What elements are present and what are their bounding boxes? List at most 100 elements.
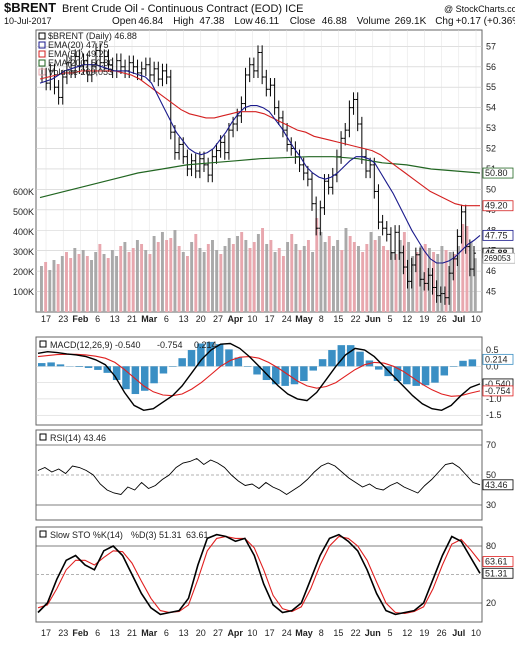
- macd-histogram-bar: [319, 359, 326, 366]
- price-tick-12: 57: [486, 41, 496, 51]
- x-tick-label-1-18: 22: [351, 628, 361, 638]
- price-tick-10: 55: [486, 82, 496, 92]
- volume-bar: [269, 240, 272, 312]
- sto-value-label-0: 63.61: [485, 557, 508, 567]
- volume-bar: [336, 240, 339, 312]
- macd-histogram-bar: [57, 364, 64, 366]
- price-panel: 45464748495051525354555657100K200K300K40…: [13, 30, 515, 312]
- x-tick-label-0-19: Jun: [365, 314, 381, 324]
- macd-histogram-bar: [441, 366, 448, 375]
- macd-histogram-bar: [94, 366, 101, 370]
- macd-legend-0: MACD(12,26,9) -0.540: [50, 340, 141, 350]
- volume-bar: [253, 242, 256, 312]
- volume-bar: [244, 240, 247, 312]
- volume-bar: [107, 258, 110, 312]
- x-tick-label-1-15: May: [295, 628, 313, 638]
- x-tick-label-0-7: 6: [164, 314, 169, 324]
- price-tick-7: 52: [486, 144, 496, 154]
- volume-bar: [211, 240, 214, 312]
- x-tick-label-0-4: 13: [110, 314, 120, 324]
- price-value-label-2: 47.75: [485, 230, 508, 240]
- macd-histogram-bar: [422, 366, 429, 385]
- sto-value-label-1: 51.31: [485, 568, 508, 578]
- ohlc-label-1: High: [173, 16, 194, 27]
- volume-bar: [395, 254, 398, 312]
- x-tick-label-1-25: 10: [471, 628, 481, 638]
- volume-tick-4: 500K: [13, 207, 34, 217]
- x-tick-label-1-23: 26: [437, 628, 447, 638]
- macd-histogram-bar: [309, 366, 316, 370]
- x-tick-label-1-13: 17: [265, 628, 275, 638]
- macd-histogram-bar: [75, 366, 82, 367]
- x-tick-label-0-25: 10: [471, 314, 481, 324]
- volume-bar: [361, 252, 364, 312]
- macd-histogram-bar: [85, 366, 92, 368]
- macd-histogram-bar: [450, 366, 457, 367]
- macd-histogram-bar: [431, 366, 438, 382]
- x-tick-label-1-7: 6: [164, 628, 169, 638]
- volume-bar: [115, 256, 118, 312]
- volume-bar: [57, 264, 60, 312]
- volume-bar: [103, 254, 106, 312]
- x-tick-label-0-5: 21: [127, 314, 137, 324]
- x-tick-label-0-10: 27: [213, 314, 223, 324]
- volume-bar: [340, 250, 343, 312]
- volume-bar: [86, 256, 89, 312]
- ohlc-label-5: Chg: [435, 16, 453, 27]
- macd-histogram-bar: [38, 363, 45, 366]
- ohlc-value-1: 47.38: [199, 16, 224, 27]
- volume-bar: [82, 250, 85, 312]
- macd-value-label-0: 0.214: [485, 354, 508, 364]
- price-tick-0: 45: [486, 287, 496, 297]
- macd-histogram-bar: [47, 362, 54, 366]
- macd-histogram-bar: [216, 344, 223, 366]
- volume-bar: [182, 252, 185, 312]
- volume-bar: [386, 250, 389, 312]
- volume-bar: [378, 236, 381, 312]
- price-value-label-1: 49.20: [485, 201, 508, 211]
- ohlc-value-3: 46.88: [322, 16, 347, 27]
- volume-bar: [111, 250, 114, 312]
- price-value-label-0: 50.80: [485, 168, 508, 178]
- x-tick-label-0-22: 19: [419, 314, 429, 324]
- x-tick-label-0-16: 8: [319, 314, 324, 324]
- volume-bar: [148, 254, 151, 312]
- x-tick-label-1-3: 6: [95, 628, 100, 638]
- volume-bar: [382, 246, 385, 312]
- ohlc-value-4: 269.1K: [395, 16, 427, 27]
- volume-bar: [240, 232, 243, 312]
- price-tick-9: 54: [486, 103, 496, 113]
- x-tick-label-0-20: 5: [387, 314, 392, 324]
- description: Brent Crude Oil - Continuous Contract (E…: [62, 3, 303, 15]
- macd-legend-2: 0.214: [194, 340, 217, 350]
- volume-bar: [123, 242, 126, 312]
- x-tick-label-1-16: 8: [319, 628, 324, 638]
- ohlc-value-2: 46.11: [255, 16, 280, 27]
- volume-bar: [332, 246, 335, 312]
- stochastic-panel: 805020Slow STO %K(14)%D(3) 51.3163.6163.…: [36, 527, 513, 622]
- volume-bar: [236, 236, 239, 312]
- x-tick-label-0-3: 6: [95, 314, 100, 324]
- macd-histogram-bar: [375, 366, 382, 369]
- x-tick-label-1-8: 13: [179, 628, 189, 638]
- x-tick-label-1-5: 21: [127, 628, 137, 638]
- volume-bar: [274, 252, 277, 312]
- volume-bar: [53, 260, 56, 312]
- x-tick-label-1-11: Apr: [227, 628, 243, 638]
- volume-bar: [390, 252, 393, 312]
- macd-histogram-bar: [225, 349, 232, 366]
- volume-bar: [194, 234, 197, 312]
- macd-histogram-bar: [178, 358, 185, 366]
- volume-bar: [169, 238, 172, 312]
- volume-bar: [165, 240, 168, 312]
- volume-bar: [299, 250, 302, 312]
- volume-bar: [199, 248, 202, 312]
- volume-bar: [328, 236, 331, 312]
- volume-tick-1: 200K: [13, 267, 34, 277]
- price-legend-4: Volume 269,053: [48, 67, 113, 77]
- x-tick-label-1-10: 27: [213, 628, 223, 638]
- volume-bar: [207, 244, 210, 312]
- volume-bar: [294, 244, 297, 312]
- volume-bar: [132, 248, 135, 312]
